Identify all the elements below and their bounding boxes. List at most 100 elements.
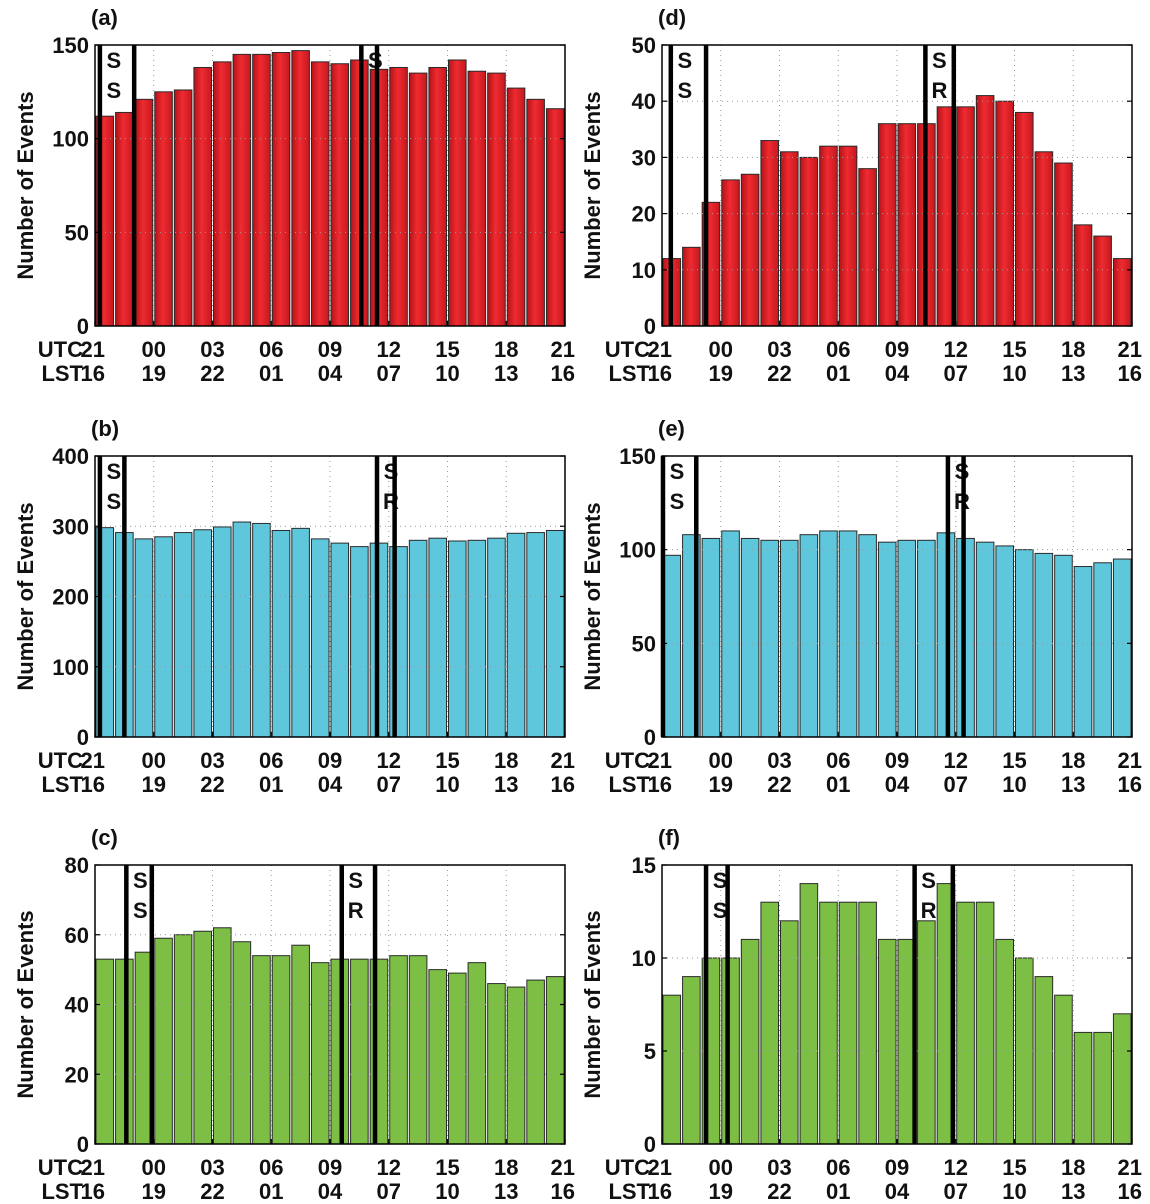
utc-tick-label: 09	[318, 1155, 342, 1180]
utc-label: UTC	[605, 1155, 650, 1180]
utc-tick-label: 21	[551, 337, 575, 362]
y-tick-label: 20	[65, 1062, 89, 1087]
utc-tick-label: 06	[826, 337, 850, 362]
utc-tick-label: 21	[81, 337, 105, 362]
bar-d-3	[780, 151, 799, 327]
bar-b-8	[310, 538, 330, 738]
lst-tick-label: 13	[1061, 361, 1085, 386]
bar-a-16	[467, 70, 487, 327]
bar-c-7	[291, 944, 310, 1145]
bar-f-5	[819, 901, 838, 1145]
bar-d-6	[838, 145, 858, 327]
lst-tick-label: 16	[551, 772, 575, 797]
utc-tick-label: 06	[826, 1155, 850, 1180]
utc-tick-label: 06	[826, 748, 850, 773]
lst-tick-label: 16	[81, 361, 105, 386]
terminator-letter: S	[107, 78, 122, 103]
lst-tick-label: 16	[1118, 1179, 1142, 1204]
bar-d-12	[956, 106, 975, 327]
lst-tick-label: 19	[709, 361, 733, 386]
utc-tick-label: 15	[1002, 337, 1026, 362]
bar-b-6	[271, 529, 291, 738]
bar-b-0	[154, 536, 173, 738]
panel-label: (b)	[91, 416, 119, 441]
y-tick-label: 0	[644, 314, 656, 339]
bar-c-17	[487, 983, 506, 1145]
utc-tick-label: 06	[259, 337, 283, 362]
y-tick-label: 100	[52, 655, 89, 680]
lst-tick-label: 16	[1118, 361, 1142, 386]
bar-a-5	[252, 53, 271, 327]
y-tick-label: 5	[644, 1039, 656, 1064]
utc-tick-label: 09	[885, 748, 909, 773]
bar-b-18	[506, 532, 526, 738]
lst-tick-label: 13	[494, 1179, 518, 1204]
lst-tick-label: 01	[259, 1179, 283, 1204]
terminator-letter: R	[348, 898, 364, 923]
utc-tick-label: 21	[648, 1155, 672, 1180]
y-tick-label: 100	[619, 538, 656, 563]
panel-label: (d)	[658, 5, 686, 30]
lst-tick-label: 16	[81, 1179, 105, 1204]
y-tick-label: 50	[632, 33, 656, 58]
utc-tick-label: 21	[1118, 337, 1142, 362]
bar-d-2	[760, 140, 779, 327]
lst-label: LST	[608, 772, 650, 797]
bar-e-4	[799, 534, 819, 738]
utc-tick-label: 21	[1118, 748, 1142, 773]
utc-tick-label: 12	[377, 748, 401, 773]
bar-e-2	[760, 539, 779, 738]
lst-tick-label: 10	[1002, 361, 1026, 386]
bar-b-1	[173, 532, 193, 738]
utc-label: UTC	[605, 748, 650, 773]
bar-c-15	[448, 972, 467, 1145]
utc-label: UTC	[38, 337, 83, 362]
bar-a-22	[115, 111, 134, 327]
bar-a-15	[448, 59, 467, 327]
bar-d-22	[682, 246, 701, 327]
bar-a-3	[213, 61, 232, 327]
bar-c-2	[193, 930, 212, 1145]
utc-tick-label: 21	[648, 337, 672, 362]
utc-label: UTC	[38, 748, 83, 773]
lst-tick-label: 10	[435, 1179, 459, 1204]
lst-tick-label: 01	[826, 1179, 850, 1204]
bar-d-17	[1054, 162, 1073, 327]
utc-tick-label: 18	[494, 337, 518, 362]
bar-f-20	[1112, 1013, 1132, 1145]
utc-tick-label: 12	[944, 748, 968, 773]
lst-tick-label: 04	[885, 1179, 910, 1204]
bar-a-14	[428, 66, 448, 327]
lst-tick-label: 13	[1061, 772, 1085, 797]
bar-f-13	[975, 901, 995, 1145]
lst-tick-label: 04	[885, 772, 910, 797]
utc-tick-label: 09	[885, 337, 909, 362]
utc-tick-label: 15	[435, 1155, 459, 1180]
terminator-letter: R	[931, 78, 947, 103]
bar-a-8	[310, 61, 330, 327]
bar-f-2	[760, 901, 779, 1145]
y-tick-label: 0	[77, 1132, 89, 1157]
utc-tick-label: 12	[944, 1155, 968, 1180]
utc-tick-label: 00	[709, 748, 733, 773]
bar-d-7	[858, 168, 877, 327]
bar-c-20	[545, 976, 565, 1145]
bar-b-4	[232, 521, 252, 738]
utc-tick-label: 00	[142, 337, 166, 362]
bar-a-17	[487, 72, 506, 327]
lst-tick-label: 19	[142, 772, 166, 797]
lst-tick-label: 22	[767, 772, 791, 797]
utc-tick-label: 15	[1002, 748, 1026, 773]
bar-d-15	[1015, 111, 1034, 327]
bar-e-15	[1015, 549, 1034, 738]
bar-f-17	[1054, 994, 1073, 1145]
utc-tick-label: 18	[1061, 1155, 1085, 1180]
bar-c-6	[271, 955, 291, 1145]
utc-tick-label: 15	[435, 748, 459, 773]
bar-f-10	[917, 920, 936, 1145]
utc-label: UTC	[605, 337, 650, 362]
bar-d-18	[1073, 224, 1093, 327]
lst-tick-label: 07	[944, 772, 968, 797]
